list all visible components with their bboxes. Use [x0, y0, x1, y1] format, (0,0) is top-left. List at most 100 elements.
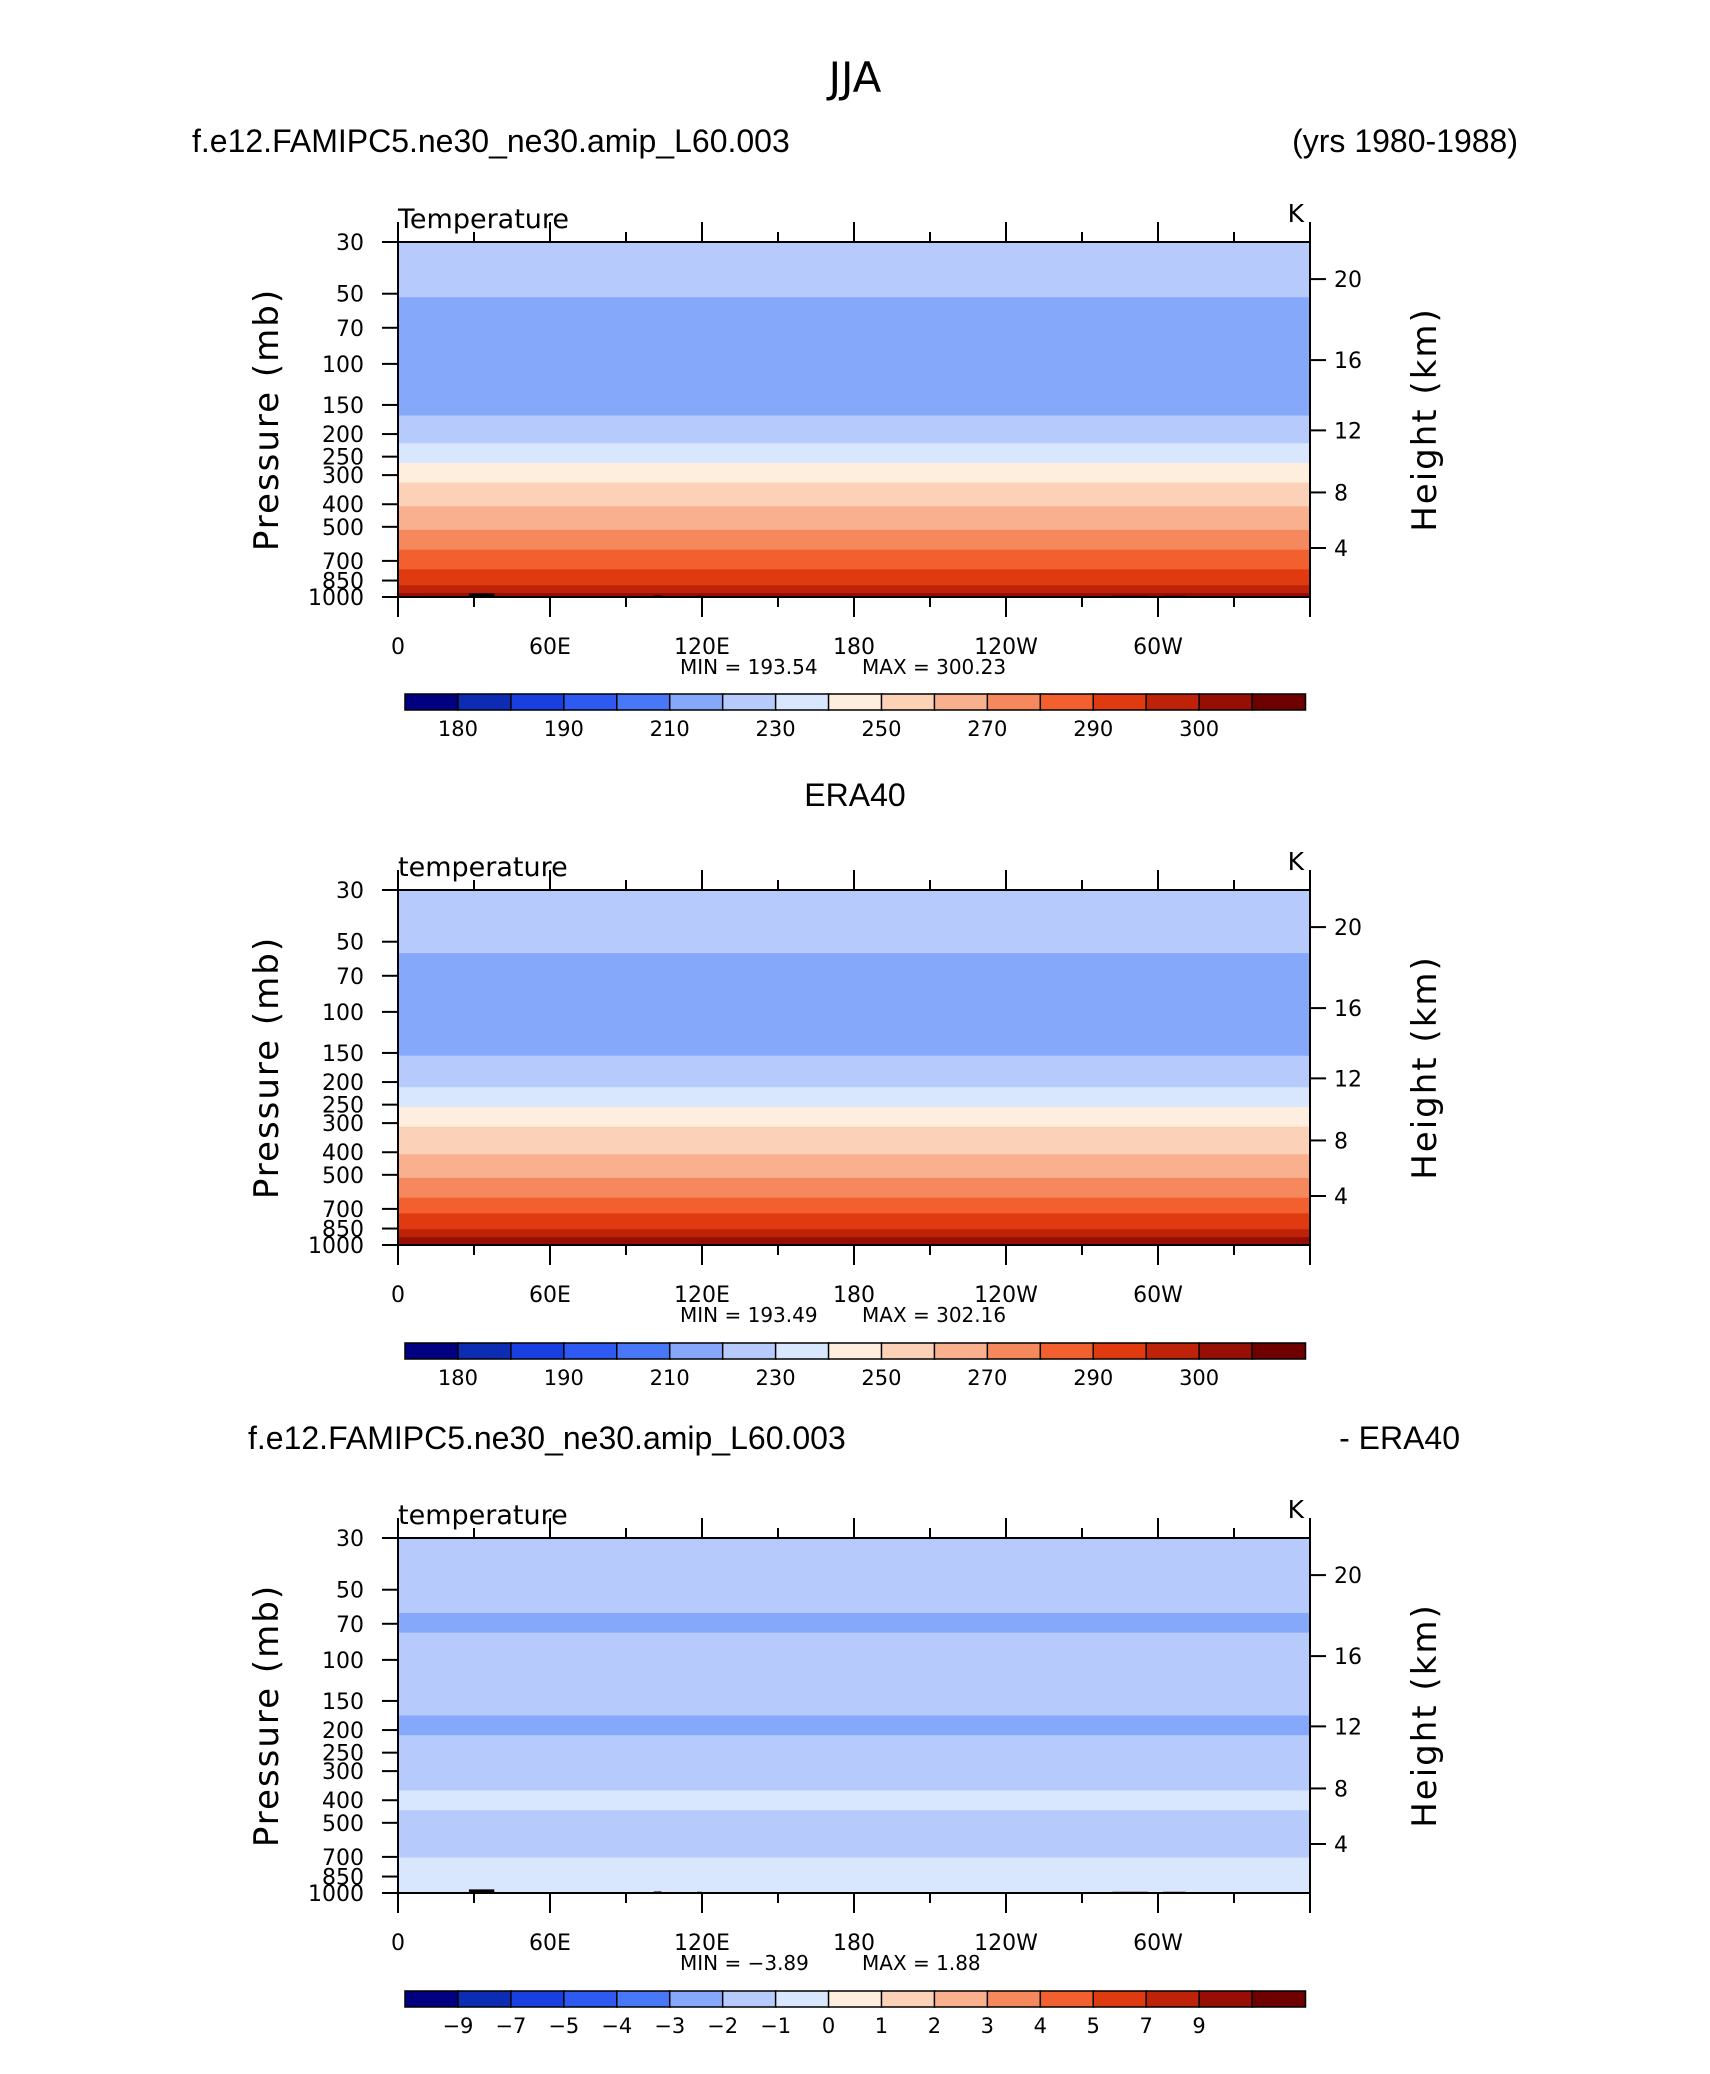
- contour-band: [398, 498, 1310, 504]
- contour-band: [398, 1110, 1310, 1116]
- colorbar-label: 190: [544, 1366, 584, 1390]
- colorbar-box: [827, 1342, 883, 1360]
- contour-band: [398, 502, 1310, 508]
- contour-band: [398, 1118, 1310, 1124]
- panel-difference: f.e12.FAMIPC5.ne30_ne30.amip_L60.003 - ER…: [247, 1420, 1460, 2038]
- y-tick-label: 100: [322, 353, 364, 378]
- y-right-tick-label: 8: [1334, 481, 1348, 506]
- contour-band: [398, 242, 1310, 247]
- panel-model: f.e12.FAMIPC5.ne30_ne30.amip_L60.003 (yrs…: [192, 123, 1518, 741]
- colorbar: −9 −7 −5 −4 −3 −2 −1 0 1 2 3 4 5 7 9: [404, 1990, 1307, 2038]
- contour-band: [398, 356, 1310, 362]
- contour-band: [398, 490, 1310, 496]
- y-tick-label: 50: [336, 283, 364, 308]
- max-label: MAX = 300.23: [862, 655, 1006, 679]
- contour-band: [398, 1845, 1310, 1851]
- contour-band: [398, 1233, 1310, 1238]
- colorbar-label: −9: [442, 2014, 473, 2038]
- contour-band: [398, 1869, 1310, 1875]
- contour-band: [398, 901, 1310, 907]
- y-tick-label: 70: [336, 1613, 364, 1638]
- colorbar-label: 180: [438, 1366, 478, 1390]
- colorbar-box: [1251, 1342, 1307, 1360]
- contour-band: [398, 1731, 1310, 1737]
- contour-band: [398, 972, 1310, 978]
- x-tick-label: 0: [391, 1283, 405, 1308]
- colorbar-box: [668, 1990, 724, 2008]
- panel-title: temperature: [398, 1500, 568, 1531]
- contour-band: [398, 1853, 1310, 1859]
- contour-band: [398, 1189, 1310, 1195]
- contour-band: [398, 537, 1310, 543]
- colorbar-box: [404, 1342, 460, 1360]
- y-right-tick-label: 16: [1334, 1645, 1362, 1670]
- contour-band: [398, 1209, 1310, 1215]
- contour-band: [398, 380, 1310, 385]
- contour-band: [398, 1055, 1310, 1061]
- panel-header-right: (yrs 1980-1988): [1292, 123, 1518, 159]
- contour-band: [398, 403, 1310, 409]
- contour-field: [398, 242, 1310, 598]
- contour-band: [398, 945, 1310, 950]
- colorbar-box: [1039, 693, 1095, 711]
- contour-band: [398, 1624, 1310, 1630]
- contour-band: [398, 953, 1310, 958]
- contour-band: [398, 305, 1310, 310]
- contour-band: [398, 1889, 1310, 1894]
- colorbar-box: [1198, 693, 1254, 711]
- contour-band: [398, 1549, 1310, 1555]
- contour-band: [398, 957, 1310, 962]
- colorbar-label: −3: [654, 2014, 685, 2038]
- contour-band: [398, 301, 1310, 306]
- colorbar-label: −4: [601, 2014, 632, 2038]
- x-tick-label: 180: [833, 1931, 875, 1956]
- panel-units: K: [1288, 199, 1305, 228]
- colorbar-label: 290: [1073, 717, 1113, 741]
- contour-band: [398, 1024, 1310, 1029]
- colorbar-label: 180: [438, 717, 478, 741]
- contour-band: [398, 1154, 1310, 1160]
- contour-band: [398, 1213, 1310, 1219]
- contour-band: [398, 470, 1310, 476]
- colorbar-label: 270: [967, 717, 1007, 741]
- contour-band: [398, 451, 1310, 456]
- colorbar-label: 9: [1192, 2014, 1205, 2038]
- y-tick-label: 500: [322, 1164, 364, 1189]
- y-axis-right-label: Height (km): [1405, 955, 1445, 1180]
- y-tick-label: 400: [322, 493, 364, 518]
- contour-band: [398, 1177, 1310, 1183]
- contour-band: [398, 1762, 1310, 1768]
- contour-band: [398, 486, 1310, 492]
- contour-band: [398, 265, 1310, 271]
- contour-band: [398, 1146, 1310, 1152]
- contour-band: [398, 917, 1310, 923]
- contour-band: [398, 1822, 1310, 1827]
- contour-band: [398, 909, 1310, 915]
- contour-band: [398, 518, 1310, 523]
- contour-band: [398, 1557, 1310, 1563]
- colorbar-box: [827, 693, 883, 711]
- contour-band: [398, 478, 1310, 484]
- contour-band: [398, 1778, 1310, 1784]
- y-tick-label: 1000: [308, 1234, 364, 1259]
- contour-band: [398, 293, 1310, 299]
- contour-band: [398, 1004, 1310, 1010]
- contour-band: [398, 1735, 1310, 1740]
- contour-band: [398, 1636, 1310, 1642]
- y-tick-label: 30: [336, 879, 364, 904]
- contour-band: [398, 1541, 1310, 1547]
- topography: [468, 1889, 495, 1893]
- contour-band: [398, 1644, 1310, 1650]
- contour-band: [398, 1861, 1310, 1867]
- contour-band: [398, 1648, 1310, 1654]
- y-tick-label: 850: [322, 1866, 364, 1891]
- contour-band: [398, 1039, 1310, 1045]
- contour-band: [398, 976, 1310, 982]
- contour-band: [398, 1032, 1310, 1037]
- contour-band: [398, 443, 1310, 448]
- contour-band: [398, 984, 1310, 990]
- contour-band: [398, 988, 1310, 994]
- contour-band: [398, 533, 1310, 539]
- y-tick-label: 250: [322, 446, 364, 471]
- x-axis: 0 60E 120E 180 120W 60W: [391, 1518, 1311, 1956]
